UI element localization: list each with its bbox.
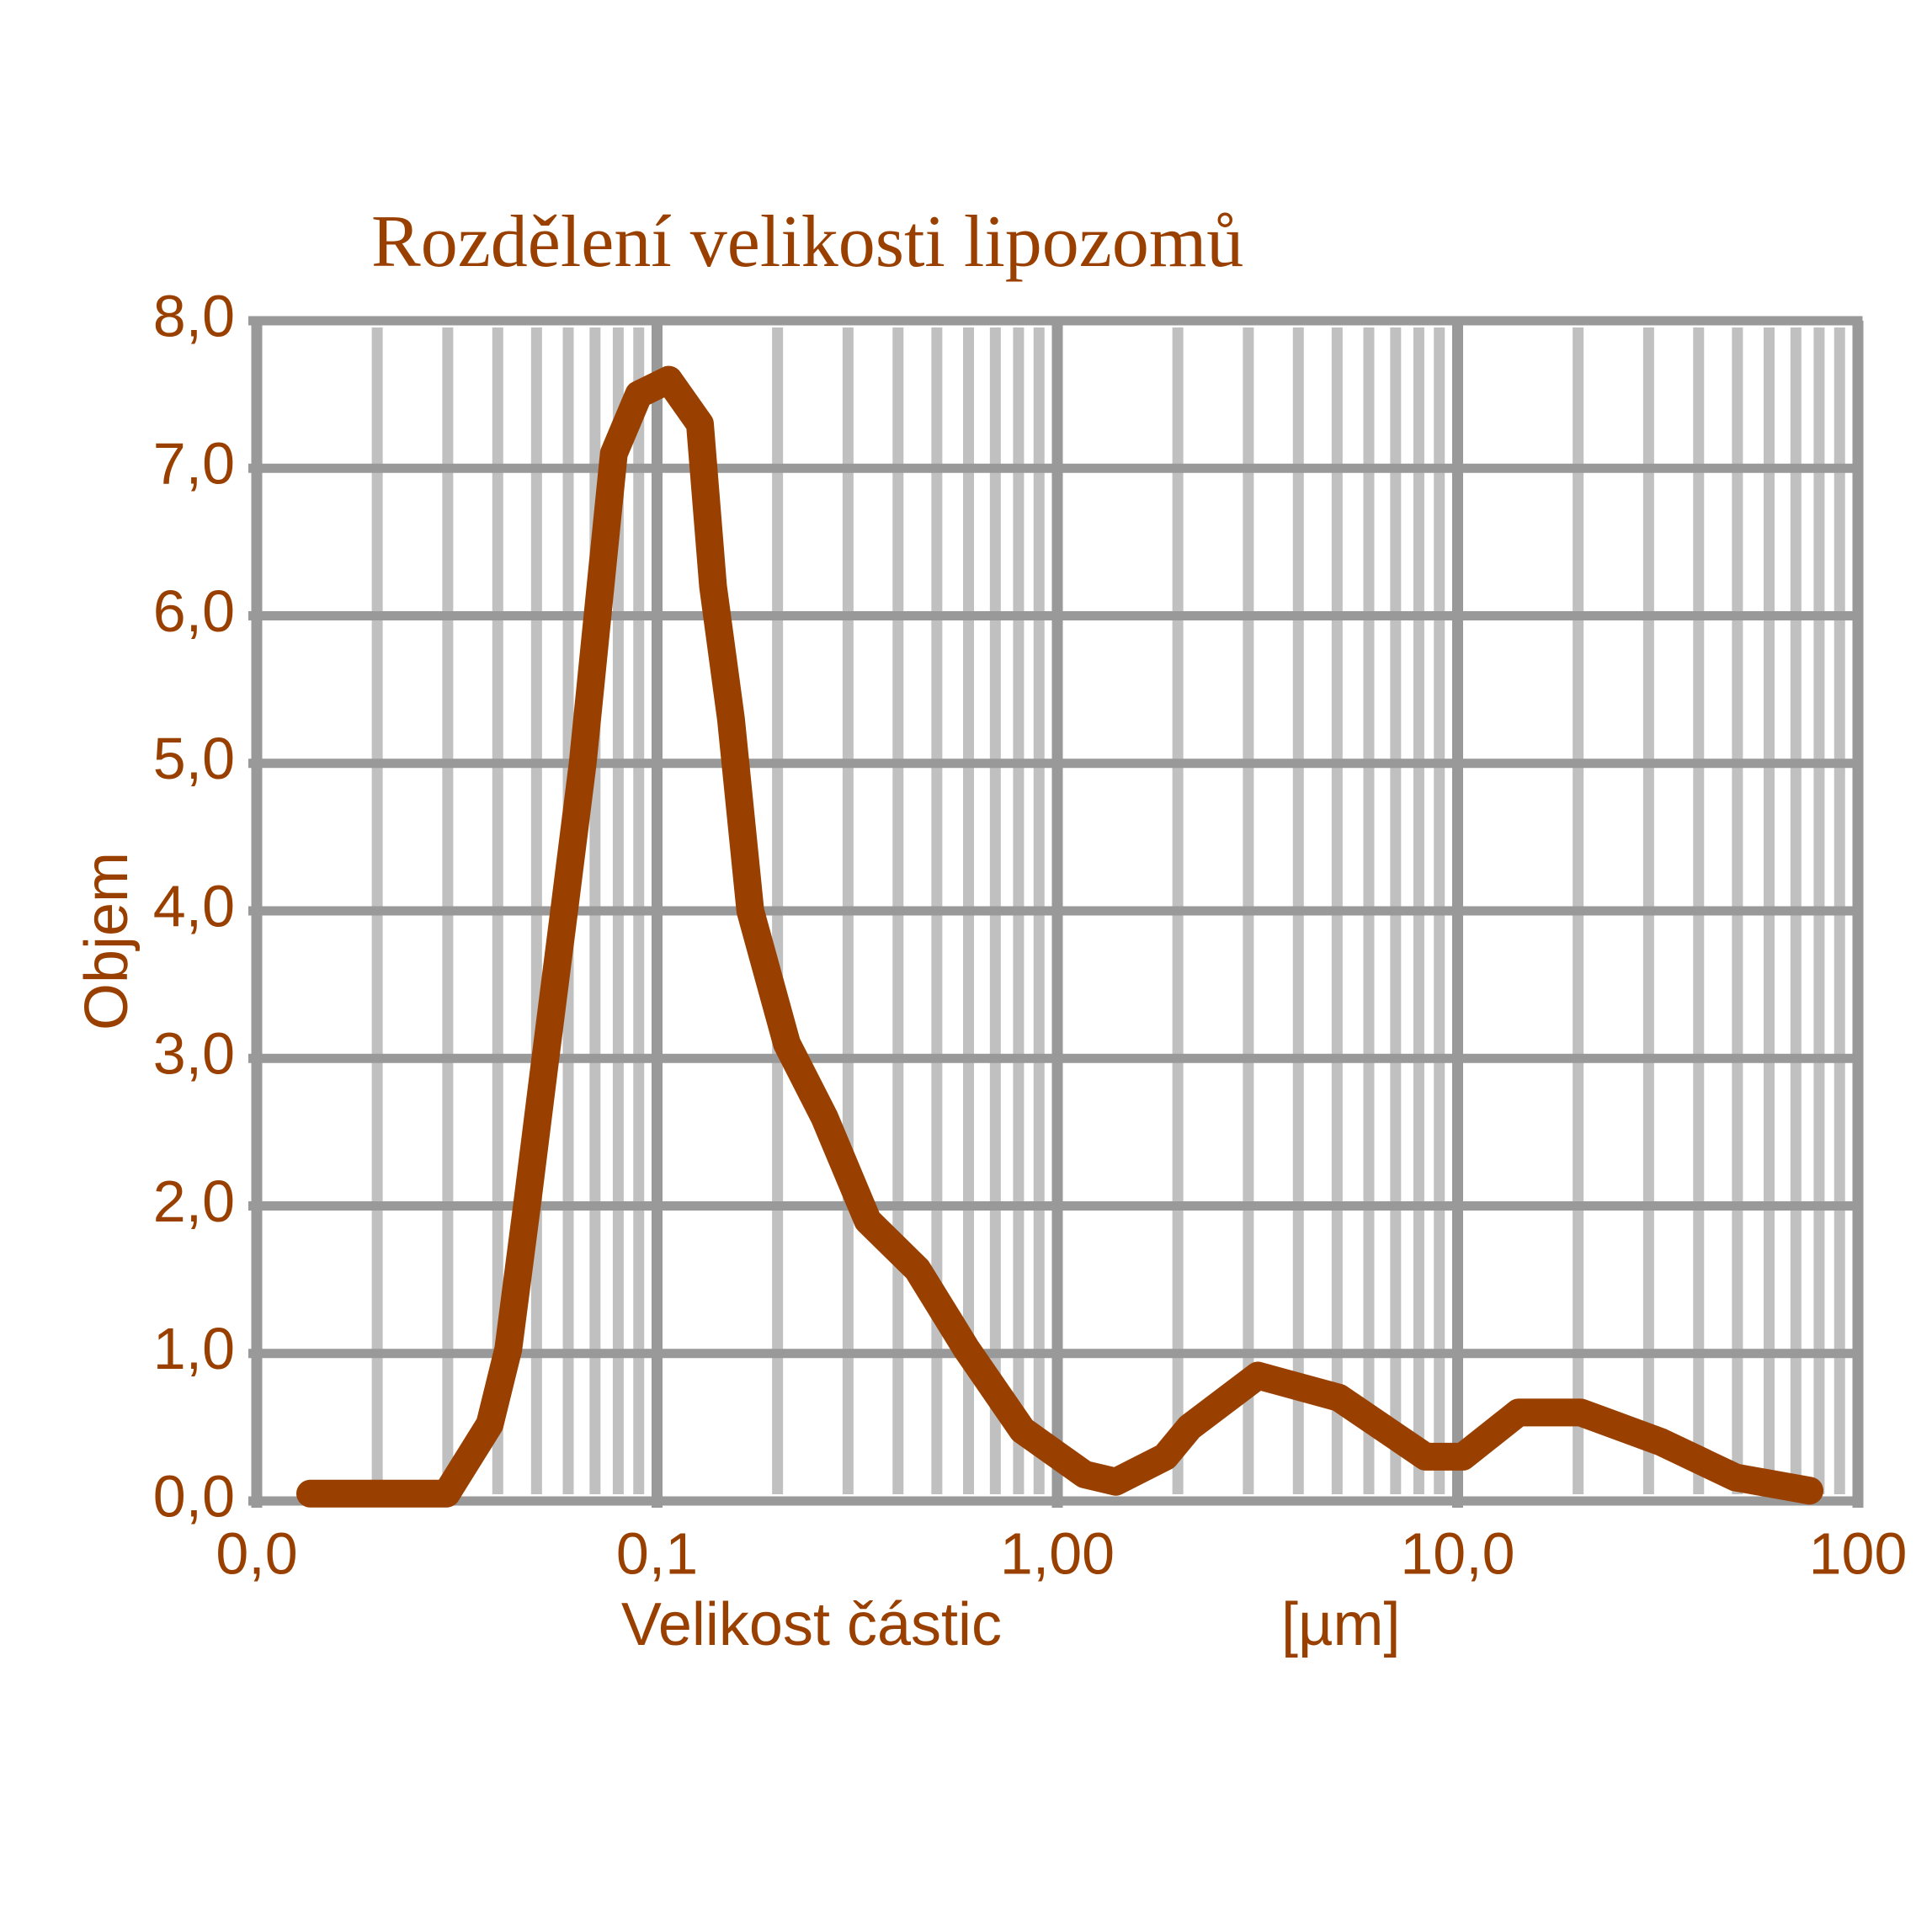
y-tick-label: 5,0 [153, 726, 235, 791]
x-tick-label: 1,00 [1000, 1520, 1115, 1586]
y-tick-label: 6,0 [153, 578, 235, 644]
x-tick-label: 0,1 [616, 1520, 698, 1586]
x-tick-label: 0,0 [216, 1520, 297, 1586]
y-tick-label: 2,0 [153, 1168, 235, 1234]
y-axis-label: Objem [73, 852, 141, 1030]
plot-frame [252, 316, 1863, 1506]
y-tick-label: 0,0 [153, 1463, 235, 1529]
x-tick-label: 100 [1809, 1520, 1908, 1586]
x-axis-unit: [µm] [1281, 1591, 1400, 1658]
x-tick-label: 10,0 [1400, 1520, 1514, 1586]
y-tick-label: 4,0 [153, 873, 235, 939]
y-tick-label: 3,0 [153, 1021, 235, 1087]
data-line [295, 365, 1824, 1508]
chart-title: Rozdělení velikosti lipozomů [371, 201, 1243, 283]
y-tick-label: 1,0 [153, 1316, 235, 1381]
y-tick-label: 8,0 [153, 283, 235, 349]
x-axis-label: Velikost částic [621, 1591, 1002, 1658]
y-tick-label: 7,0 [153, 431, 235, 497]
